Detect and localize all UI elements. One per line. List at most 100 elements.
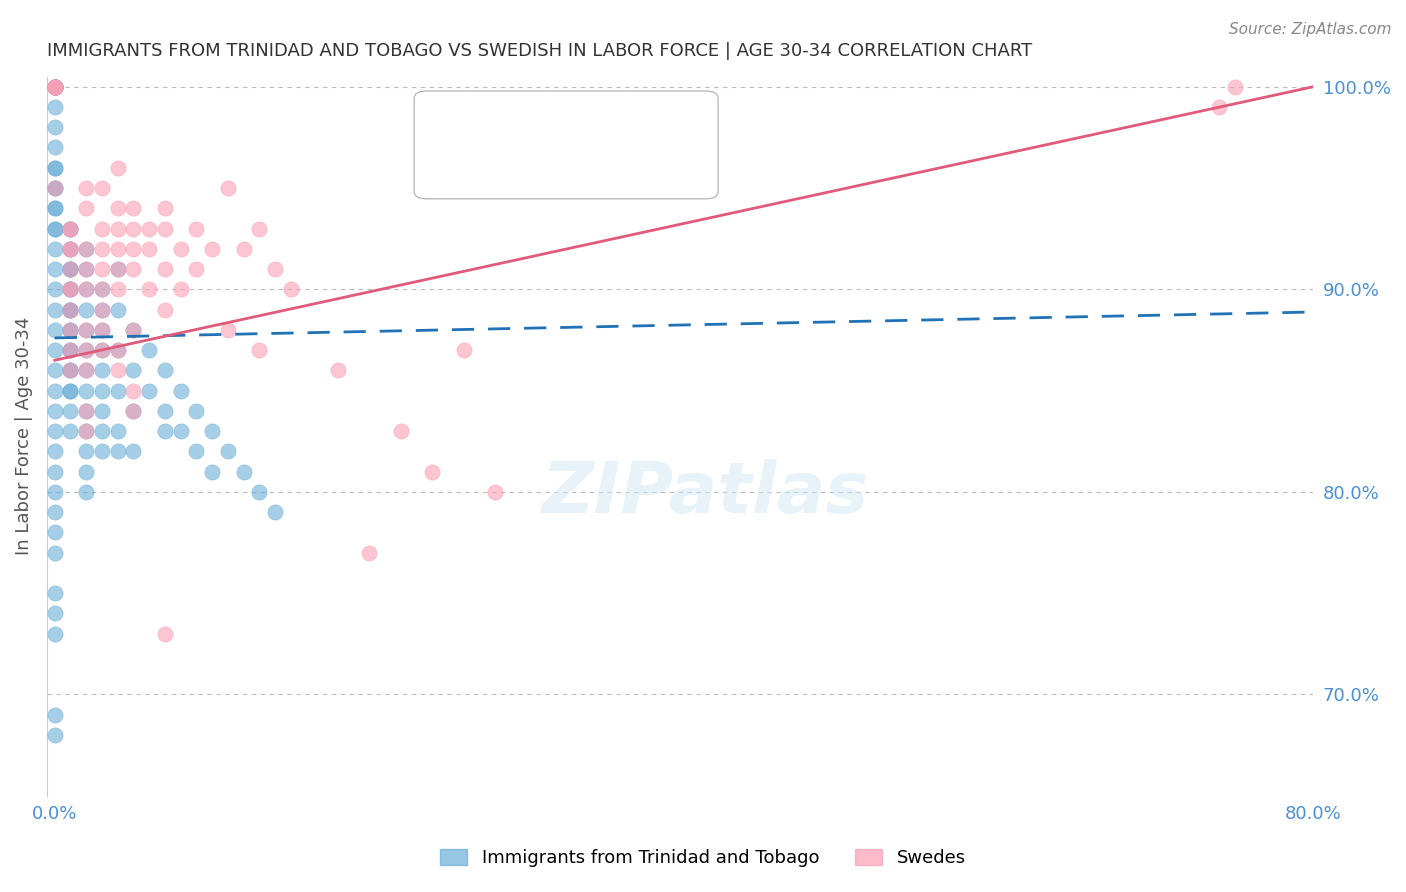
Point xyxy=(122,323,145,337)
Point xyxy=(59,242,82,256)
Point xyxy=(169,424,191,438)
Point xyxy=(91,424,114,438)
Point xyxy=(153,424,176,438)
Point xyxy=(59,302,82,317)
Point xyxy=(153,363,176,377)
Point xyxy=(44,140,66,154)
Point xyxy=(44,79,66,94)
Point xyxy=(91,302,114,317)
Point xyxy=(91,384,114,398)
Point xyxy=(44,484,66,499)
Legend: Immigrants from Trinidad and Tobago, Swedes: Immigrants from Trinidad and Tobago, Swe… xyxy=(433,841,973,874)
Point xyxy=(169,242,191,256)
Point xyxy=(59,282,82,296)
Point xyxy=(91,242,114,256)
Point xyxy=(326,363,349,377)
Point xyxy=(44,181,66,195)
Point xyxy=(107,262,129,277)
Point xyxy=(247,343,270,357)
Point xyxy=(44,79,66,94)
Point xyxy=(59,242,82,256)
Point xyxy=(75,282,97,296)
Point xyxy=(107,302,129,317)
Point xyxy=(44,181,66,195)
Point xyxy=(59,262,82,277)
Point xyxy=(44,221,66,235)
Point xyxy=(75,363,97,377)
Point xyxy=(138,221,160,235)
Point xyxy=(59,262,82,277)
Point xyxy=(44,100,66,114)
Point xyxy=(44,242,66,256)
Y-axis label: In Labor Force | Age 30-34: In Labor Force | Age 30-34 xyxy=(15,317,32,556)
Point xyxy=(75,343,97,357)
Point xyxy=(91,363,114,377)
Point xyxy=(44,525,66,540)
Point xyxy=(122,221,145,235)
Point xyxy=(59,343,82,357)
Point xyxy=(44,707,66,722)
Point xyxy=(169,384,191,398)
Point xyxy=(264,505,287,519)
Point xyxy=(75,262,97,277)
Point xyxy=(75,181,97,195)
Point xyxy=(75,201,97,215)
Point xyxy=(59,363,82,377)
Point xyxy=(44,546,66,560)
Point xyxy=(59,242,82,256)
Point xyxy=(186,221,208,235)
Point xyxy=(453,343,475,357)
Point xyxy=(107,282,129,296)
Point xyxy=(44,404,66,418)
Point xyxy=(122,404,145,418)
Point xyxy=(122,242,145,256)
Point xyxy=(44,120,66,135)
Point xyxy=(44,302,66,317)
FancyBboxPatch shape xyxy=(415,91,718,199)
Point xyxy=(122,363,145,377)
Point xyxy=(91,343,114,357)
Point xyxy=(153,201,176,215)
Point xyxy=(389,424,412,438)
Point xyxy=(201,465,224,479)
Point xyxy=(44,626,66,640)
Point xyxy=(59,262,82,277)
Point xyxy=(75,242,97,256)
Point xyxy=(59,343,82,357)
Point xyxy=(44,221,66,235)
Point xyxy=(59,363,82,377)
Point xyxy=(359,546,381,560)
Point xyxy=(107,262,129,277)
Point xyxy=(75,484,97,499)
Point xyxy=(44,161,66,175)
Point xyxy=(122,323,145,337)
Point xyxy=(169,282,191,296)
Point xyxy=(44,282,66,296)
Point xyxy=(59,282,82,296)
Point xyxy=(44,79,66,94)
Point xyxy=(107,424,129,438)
Point xyxy=(59,262,82,277)
Point xyxy=(201,424,224,438)
Point xyxy=(75,343,97,357)
Point xyxy=(217,181,239,195)
Point xyxy=(44,607,66,621)
Point xyxy=(107,201,129,215)
Point xyxy=(44,181,66,195)
Point xyxy=(75,404,97,418)
Point xyxy=(107,384,129,398)
Point xyxy=(59,221,82,235)
Text: ZIPatlas: ZIPatlas xyxy=(541,459,869,528)
Point xyxy=(264,262,287,277)
Point xyxy=(75,444,97,458)
Point xyxy=(420,465,443,479)
Point xyxy=(44,262,66,277)
Point xyxy=(59,282,82,296)
Point xyxy=(107,161,129,175)
Point xyxy=(44,201,66,215)
Point xyxy=(44,79,66,94)
Point xyxy=(153,221,176,235)
Point xyxy=(91,262,114,277)
Point xyxy=(122,262,145,277)
Point xyxy=(75,404,97,418)
